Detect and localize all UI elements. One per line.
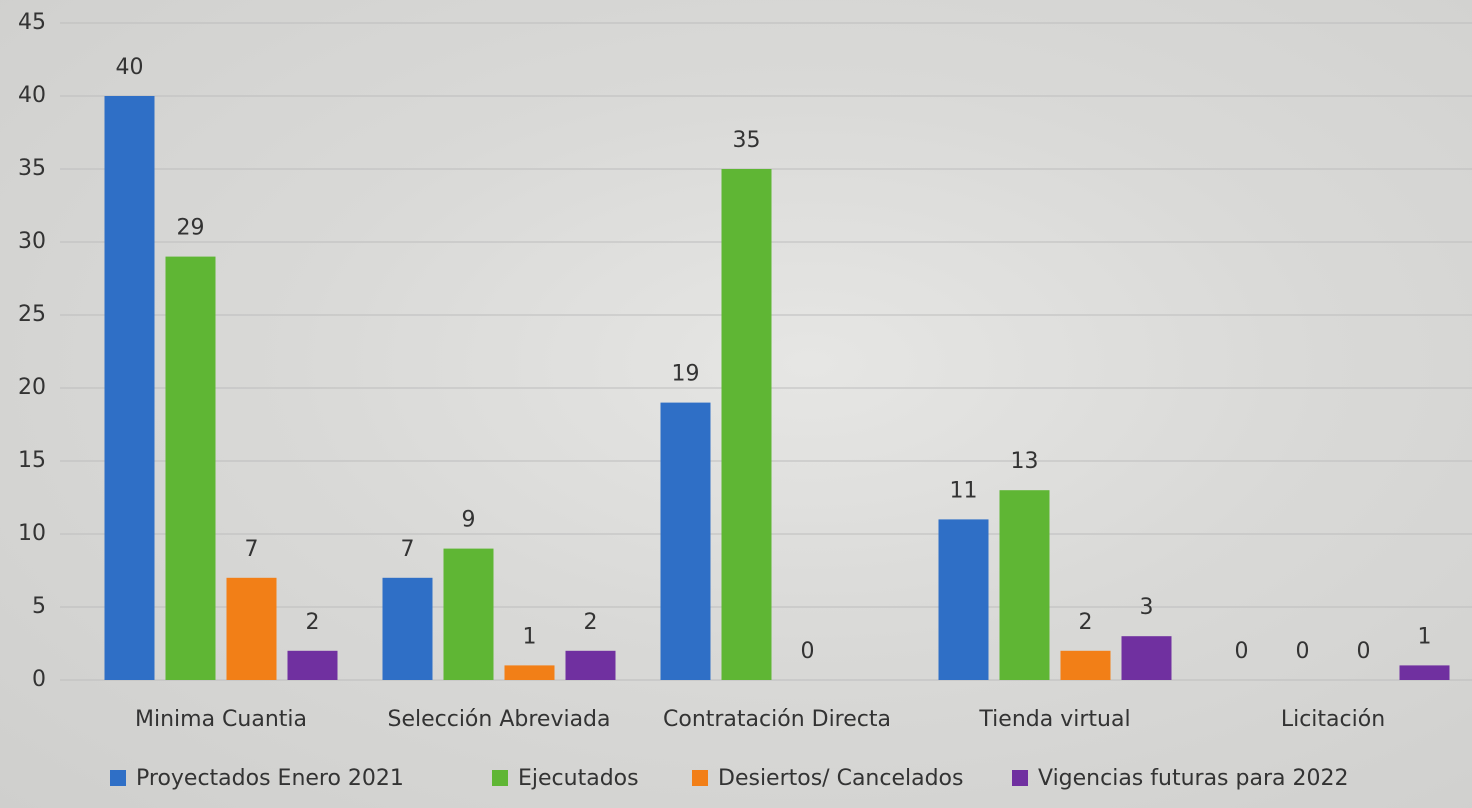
y-tick-label: 20 xyxy=(18,375,46,400)
legend-swatch xyxy=(1012,770,1028,786)
data-label: 0 xyxy=(1296,639,1310,664)
legend-label: Desiertos/ Cancelados xyxy=(718,766,963,791)
bar xyxy=(288,651,338,680)
y-tick-label: 40 xyxy=(18,83,46,108)
legend-swatch xyxy=(692,770,708,786)
bar xyxy=(105,96,155,680)
y-tick-label: 10 xyxy=(18,521,46,546)
legend-swatch xyxy=(492,770,508,786)
data-label: 2 xyxy=(584,610,598,635)
bar xyxy=(939,519,989,680)
data-label: 0 xyxy=(801,639,815,664)
chart: 051015202530354045Minima Cuantia402972Se… xyxy=(0,0,1472,808)
data-label: 35 xyxy=(733,128,761,153)
bar xyxy=(1061,651,1111,680)
legend-label: Proyectados Enero 2021 xyxy=(136,766,404,791)
data-label: 9 xyxy=(462,508,476,533)
y-tick-label: 35 xyxy=(18,156,46,181)
data-label: 11 xyxy=(950,478,978,503)
data-label: 13 xyxy=(1011,449,1039,474)
legend-label: Ejecutados xyxy=(518,766,639,791)
bar xyxy=(505,665,555,680)
bar xyxy=(661,403,711,680)
data-label: 19 xyxy=(672,362,700,387)
x-tick-label: Contratación Directa xyxy=(663,707,891,732)
data-label: 2 xyxy=(1079,610,1093,635)
bar xyxy=(566,651,616,680)
x-tick-label: Licitación xyxy=(1281,707,1385,732)
data-label: 7 xyxy=(401,537,415,562)
x-tick-label: Tienda virtual xyxy=(978,707,1130,732)
data-label: 7 xyxy=(245,537,259,562)
legend-swatch xyxy=(110,770,126,786)
bar xyxy=(722,169,772,680)
bar xyxy=(227,578,277,680)
bar xyxy=(166,257,216,680)
data-label: 29 xyxy=(177,216,205,241)
bar xyxy=(383,578,433,680)
data-label: 0 xyxy=(1235,639,1249,664)
y-tick-label: 45 xyxy=(18,10,46,35)
y-tick-label: 0 xyxy=(32,667,46,692)
data-label: 1 xyxy=(523,624,537,649)
data-label: 3 xyxy=(1140,595,1154,620)
data-label: 40 xyxy=(116,55,144,80)
bar xyxy=(1400,665,1450,680)
data-label: 2 xyxy=(306,610,320,635)
data-label: 0 xyxy=(1357,639,1371,664)
bar xyxy=(1000,490,1050,680)
bar xyxy=(444,549,494,680)
x-tick-label: Selección Abreviada xyxy=(387,707,610,732)
y-tick-label: 5 xyxy=(32,594,46,619)
data-label: 1 xyxy=(1418,624,1432,649)
bar xyxy=(1122,636,1172,680)
legend-label: Vigencias futuras para 2022 xyxy=(1038,766,1348,791)
x-tick-label: Minima Cuantia xyxy=(135,707,307,732)
y-tick-label: 25 xyxy=(18,302,46,327)
y-tick-label: 15 xyxy=(18,448,46,473)
y-tick-label: 30 xyxy=(18,229,46,254)
